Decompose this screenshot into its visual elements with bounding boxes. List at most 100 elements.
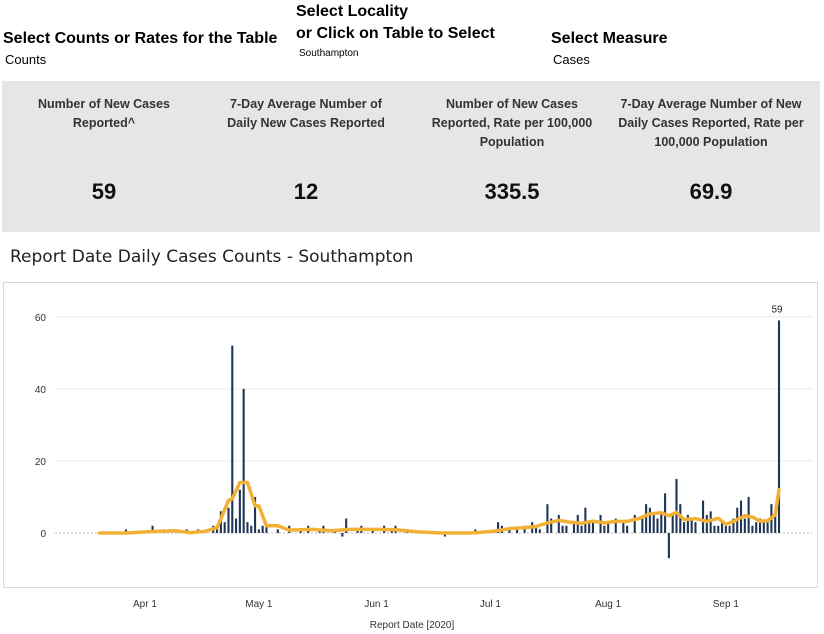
bar xyxy=(713,525,716,533)
bar xyxy=(124,529,128,533)
bar xyxy=(546,504,549,533)
chart-title: Report Date Daily Cases Counts - Southam… xyxy=(10,247,414,267)
bar xyxy=(675,478,678,533)
kpi-value-wrap: 335.5 xyxy=(420,95,604,215)
kpi-label: Number of New Cases Reported^ xyxy=(38,97,170,130)
bar xyxy=(265,525,268,533)
bar xyxy=(645,504,648,533)
bar xyxy=(341,532,344,537)
bar xyxy=(743,518,746,533)
bar-data-label: 59 xyxy=(771,304,783,315)
kpi-label: 7-Day Average Number of Daily New Cases … xyxy=(227,97,385,130)
bar xyxy=(246,522,249,533)
bar xyxy=(603,525,606,533)
bar xyxy=(371,529,374,533)
bar xyxy=(572,522,576,533)
bar xyxy=(626,525,629,533)
y-tick-label: 40 xyxy=(35,385,47,396)
bar xyxy=(257,529,260,533)
bar xyxy=(641,518,644,533)
counts-rates-selector[interactable]: Counts xyxy=(5,52,47,67)
bar xyxy=(751,525,754,533)
chart-frame xyxy=(3,282,818,588)
bar xyxy=(762,522,765,533)
bar xyxy=(565,525,568,533)
bar xyxy=(584,507,587,533)
bar xyxy=(550,518,553,533)
bar xyxy=(356,529,359,533)
bar xyxy=(276,529,279,533)
kpi-7day-average-rate: 7-Day Average Number of New Daily Cases … xyxy=(614,95,808,152)
bar xyxy=(705,514,708,533)
kpi-new-cases: Number of New Cases Reported^ xyxy=(24,95,184,133)
x-tick-label: Jul 1 xyxy=(480,599,502,610)
x-tick-label: Aug 1 xyxy=(595,599,622,610)
bar xyxy=(223,522,226,533)
bar xyxy=(515,529,519,533)
bar xyxy=(227,507,230,533)
kpi-value: 59 xyxy=(91,179,117,204)
kpi-new-cases-rate: Number of New Cases Reported, Rate per 1… xyxy=(420,95,604,152)
bar xyxy=(652,514,655,533)
measure-selector[interactable]: Cases xyxy=(553,52,590,67)
bar xyxy=(728,525,731,533)
bar xyxy=(523,525,526,533)
bar xyxy=(557,514,560,533)
bar xyxy=(250,525,253,533)
bar xyxy=(607,522,610,533)
kpi-value-wrap: 69.9 xyxy=(614,95,808,215)
bar xyxy=(717,525,720,533)
kpi-value-wrap: 59 xyxy=(24,95,184,215)
bar xyxy=(694,522,697,533)
bar xyxy=(777,320,781,533)
kpi-label: 7-Day Average Number of New Daily Cases … xyxy=(618,97,804,149)
bar xyxy=(580,525,583,533)
bar xyxy=(758,518,762,533)
bar xyxy=(588,522,591,533)
bar xyxy=(614,518,617,533)
bar xyxy=(766,522,769,533)
y-tick-label: 0 xyxy=(40,529,46,540)
y-tick-label: 20 xyxy=(35,457,47,468)
bar xyxy=(724,525,727,533)
bar xyxy=(538,529,541,533)
kpi-7day-average: 7-Day Average Number of Daily New Cases … xyxy=(217,95,395,133)
locality-filter-subtitle: or Click on Table to Select xyxy=(296,25,495,42)
bar xyxy=(216,529,219,533)
bar xyxy=(690,518,693,533)
bar xyxy=(755,522,758,533)
bar xyxy=(345,518,348,533)
locality-selector[interactable]: Southampton xyxy=(299,48,359,59)
bar xyxy=(443,532,446,537)
kpi-panel: Number of New Cases Reported^ 7-Day Aver… xyxy=(2,81,820,232)
x-tick-label: May 1 xyxy=(245,599,273,610)
bar xyxy=(686,514,689,533)
bar xyxy=(683,522,686,533)
bar xyxy=(496,522,500,533)
bar xyxy=(721,522,724,533)
bar xyxy=(242,388,245,533)
kpi-label: Number of New Cases Reported, Rate per 1… xyxy=(431,97,593,149)
kpi-value: 335.5 xyxy=(484,179,540,204)
bar xyxy=(254,496,257,533)
bar xyxy=(774,514,777,533)
counts-rates-filter-title: Select Counts or Rates for the Table xyxy=(3,30,278,47)
bar xyxy=(238,489,241,533)
bar xyxy=(671,514,674,533)
bar xyxy=(235,518,238,533)
bar xyxy=(508,529,511,533)
x-tick-label: Sep 1 xyxy=(713,599,740,610)
kpi-value: 12 xyxy=(293,179,319,204)
bar xyxy=(702,500,705,533)
bar xyxy=(633,514,636,533)
x-tick-label: Jun 1 xyxy=(364,599,389,610)
seven-day-average-line xyxy=(97,480,781,535)
bar xyxy=(622,522,625,533)
bar xyxy=(534,525,538,533)
kpi-value-wrap: 12 xyxy=(217,95,395,215)
bar xyxy=(261,525,264,533)
bar xyxy=(151,525,154,533)
bar xyxy=(732,518,735,533)
locality-filter-title: Select Locality xyxy=(296,3,409,20)
